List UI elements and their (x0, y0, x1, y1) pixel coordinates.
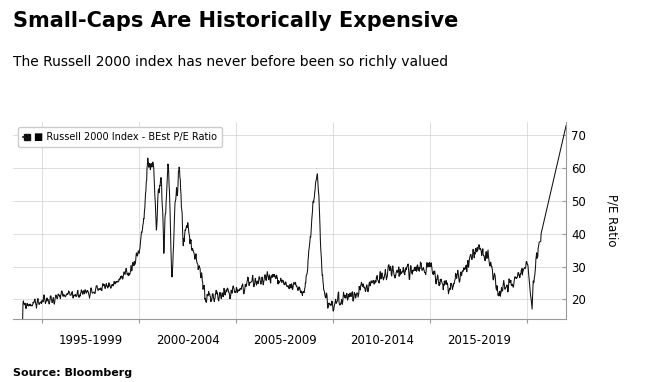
Text: 1995-1999: 1995-1999 (58, 334, 123, 347)
Text: 2010-2014: 2010-2014 (350, 334, 413, 347)
Text: 2005-2009: 2005-2009 (253, 334, 316, 347)
Legend: ■ Russell 2000 Index - BEst P/E Ratio: ■ Russell 2000 Index - BEst P/E Ratio (18, 127, 222, 147)
Text: The Russell 2000 index has never before been so richly valued: The Russell 2000 index has never before … (13, 55, 448, 70)
Text: Source: Bloomberg: Source: Bloomberg (13, 368, 132, 378)
Text: 2015-2019: 2015-2019 (447, 334, 510, 347)
Text: 2000-2004: 2000-2004 (156, 334, 219, 347)
Y-axis label: P/E Ratio: P/E Ratio (606, 194, 619, 247)
Text: Small-Caps Are Historically Expensive: Small-Caps Are Historically Expensive (13, 11, 458, 31)
